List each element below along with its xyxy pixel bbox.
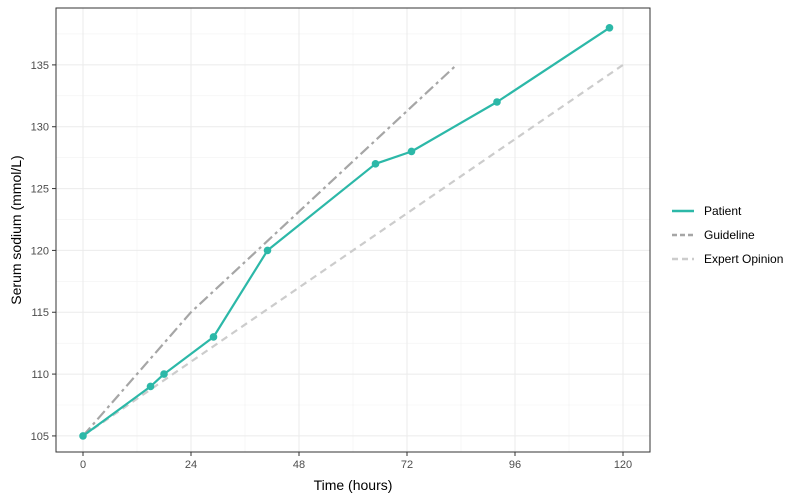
x-tick-label: 120 [614, 459, 632, 471]
y-tick-label: 120 [31, 245, 49, 257]
y-tick-label: 135 [31, 60, 49, 72]
x-tick-label: 96 [509, 459, 521, 471]
data-point [605, 23, 614, 32]
data-point [493, 98, 501, 106]
x-tick-label: 72 [401, 459, 413, 471]
data-point [160, 370, 168, 378]
y-tick-label: 125 [31, 184, 49, 196]
x-axis-title: Time (hours) [314, 477, 393, 493]
y-tick-label: 110 [31, 369, 49, 381]
plot-panel-border [55, 7, 651, 453]
legend-label: Guideline [704, 228, 755, 242]
series-line-guideline [82, 64, 458, 437]
legend-label: Patient [704, 204, 742, 218]
x-tick-label: 0 [80, 459, 86, 471]
x-axis: 0 24 48 72 96 120 [80, 452, 632, 471]
series-line-expert-opinion [82, 63, 624, 437]
legend: Patient Guideline Expert Opinion [672, 204, 783, 266]
minor-grid [56, 8, 650, 452]
y-axis-title: Serum sodium (mmol/L) [8, 155, 24, 304]
data-point [209, 333, 218, 341]
data-point [146, 382, 155, 391]
y-tick-label: 105 [31, 431, 49, 443]
series-layer [79, 23, 624, 440]
data-point [371, 160, 380, 168]
legend-label: Expert Opinion [704, 252, 783, 266]
x-tick-label: 24 [185, 459, 197, 471]
y-axis: 105 110 115 120 125 130 135 [31, 60, 56, 443]
y-tick-label: 115 [31, 307, 49, 319]
x-tick-label: 48 [293, 459, 305, 471]
data-point [263, 246, 272, 255]
y-tick-label: 130 [31, 122, 49, 134]
data-point [79, 432, 87, 440]
data-point [407, 147, 416, 156]
